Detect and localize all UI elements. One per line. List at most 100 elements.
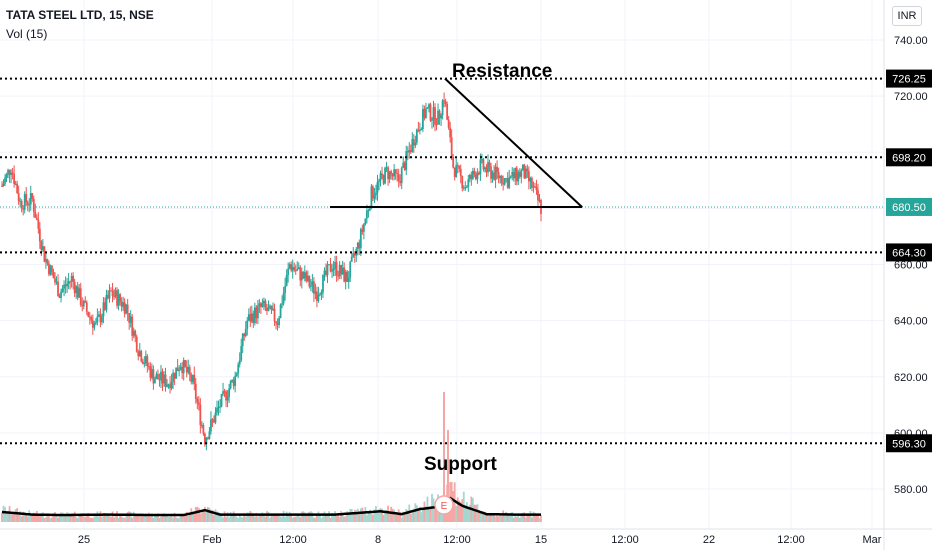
candle-body <box>113 296 115 298</box>
candle-body <box>344 271 347 282</box>
candle-body <box>455 165 458 177</box>
volume-bar <box>213 515 215 522</box>
candle-body <box>173 372 176 379</box>
volume-bar <box>64 515 67 522</box>
volume-bar <box>524 517 527 522</box>
candle-body <box>181 366 184 374</box>
volume-bar <box>185 511 188 522</box>
volume-bar <box>88 517 91 522</box>
candle-body <box>14 183 17 185</box>
volume-bar <box>294 516 297 522</box>
volume-bar <box>167 516 170 522</box>
candle-body <box>76 286 79 298</box>
candle-body <box>176 367 179 372</box>
volume-bar <box>302 511 305 522</box>
candle-body <box>207 437 209 439</box>
candle-body <box>93 323 96 328</box>
candle-body <box>81 304 84 307</box>
time-axis[interactable]: 25 Feb 12:00 8 12:00 15 12:00 22 12:00 Mar <box>78 534 882 546</box>
volume-bar <box>14 509 17 522</box>
candle-body <box>470 174 473 179</box>
volume-bar <box>125 516 128 522</box>
candle-body <box>37 219 40 229</box>
volume-bar <box>322 516 324 522</box>
volume-bar <box>29 513 32 522</box>
candle-body <box>58 296 61 298</box>
volume-bar <box>250 512 253 522</box>
candle-body <box>104 302 106 310</box>
candlestick-series <box>1 92 542 451</box>
volume-bar <box>461 498 464 522</box>
price-tick-label: 620.00 <box>894 372 928 384</box>
candle-body <box>213 419 215 423</box>
volume-indicator-label[interactable]: Vol (15) <box>6 27 48 41</box>
volume-bar <box>217 511 220 522</box>
volume-bar <box>193 514 196 522</box>
volume-bar <box>381 508 383 522</box>
candle-body <box>309 285 312 287</box>
candle-body <box>170 381 173 389</box>
candle-body <box>28 204 31 206</box>
candle-body <box>491 172 494 179</box>
volume-bar <box>409 513 412 522</box>
candle-body <box>158 379 161 381</box>
volume-bar <box>390 506 393 522</box>
candle-body <box>379 173 382 181</box>
candle-body <box>415 129 418 143</box>
candle-body <box>382 175 385 184</box>
candle-body <box>288 264 291 269</box>
volume-bar <box>76 518 79 522</box>
candle-body <box>7 169 9 174</box>
candle-body <box>273 308 276 322</box>
volume-bar <box>138 515 141 522</box>
currency-button[interactable]: INR <box>892 6 922 26</box>
volume-bar <box>208 507 211 522</box>
symbol-title[interactable]: TATA STEEL LTD, 15, NSE <box>6 8 154 22</box>
volume-bar <box>340 511 343 522</box>
candle-body <box>275 321 277 323</box>
volume-bar <box>284 517 287 522</box>
candle-body <box>179 366 182 370</box>
volume-bar <box>285 511 288 522</box>
candle-body <box>172 372 174 382</box>
candle-body <box>117 294 120 306</box>
volume-bar <box>252 515 255 522</box>
earnings-marker[interactable]: E <box>434 495 454 515</box>
candle-body <box>69 281 72 283</box>
candle-body <box>520 170 523 177</box>
candle-body <box>378 180 380 182</box>
volume-bar <box>467 507 470 522</box>
candle-body <box>85 302 88 312</box>
candle-body <box>97 314 100 317</box>
volume-bar <box>155 515 158 522</box>
volume-bar <box>364 507 367 522</box>
candle-body <box>234 375 237 386</box>
candle-body <box>320 292 323 295</box>
volume-bar <box>129 511 132 522</box>
candle-body <box>143 363 146 365</box>
volume-bar <box>382 514 385 522</box>
volume-bar <box>175 517 178 522</box>
candle-body <box>408 149 411 153</box>
candle-body <box>322 274 324 293</box>
candle-body <box>63 284 65 289</box>
candle-body <box>193 374 196 384</box>
volume-bar <box>337 513 340 522</box>
candle-body <box>474 174 477 180</box>
volume-bar <box>26 516 29 522</box>
volume-bar <box>28 510 31 522</box>
candle-body <box>484 167 486 170</box>
volume-bar <box>141 515 144 522</box>
candle-body <box>82 301 85 307</box>
candle-body <box>323 270 326 275</box>
volume-bar <box>163 513 165 522</box>
triangle-resistance-line <box>444 77 583 208</box>
volume-bar <box>496 515 498 522</box>
volume-bar <box>96 511 99 522</box>
volume-bar <box>52 513 55 522</box>
candle-body <box>132 330 135 336</box>
candle-body <box>459 168 462 176</box>
volume-bar <box>134 513 137 522</box>
price-axis[interactable]: 740.00720.00700.00680.00660.00640.00620.… <box>886 35 932 496</box>
